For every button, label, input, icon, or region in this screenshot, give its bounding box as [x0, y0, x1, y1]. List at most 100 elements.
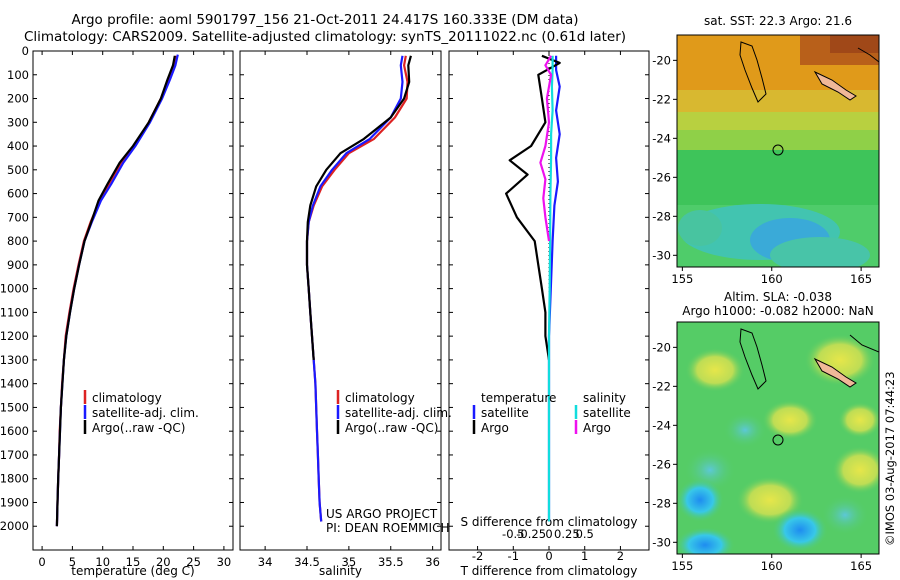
depth-tick-label: 700 [7, 210, 29, 224]
x-tick-label: 34 [258, 555, 273, 569]
map-y-tick-label: -28 [652, 209, 671, 223]
legend-label-climatology: climatology [92, 391, 162, 405]
s-diff-axis-label: S difference from climatology [461, 515, 638, 529]
legend-label-satellite: satellite-adj. clim. [345, 406, 452, 420]
series-temperature-argo [505, 54, 561, 361]
sla-map-image [677, 322, 879, 554]
legend-label-t-argo: Argo [481, 421, 509, 435]
map-y-tick-label: -26 [652, 457, 671, 471]
depth-tick-label: 1700 [0, 448, 29, 462]
s-diff-tick-label: -0.25 [516, 527, 546, 541]
map-y-tick-label: -30 [652, 248, 671, 262]
x-tick-label: 36 [425, 555, 440, 569]
temperature-legend: climatology satellite-adj. clim. Argo(..… [83, 390, 199, 435]
t-diff-tick-label: 1 [581, 549, 588, 563]
legend-label-argo: Argo(..raw -QC) [92, 421, 185, 435]
depth-tick-label: 900 [7, 258, 29, 272]
s-diff-tick-label: 0 [545, 527, 552, 541]
x-axis-label: temperature (deg C) [71, 564, 194, 578]
map-y-tick-label: -20 [652, 340, 671, 354]
series-argo-raw-qc [55, 55, 176, 527]
map-x-tick-label: 165 [850, 559, 872, 573]
depth-tick-label: 1600 [0, 424, 29, 438]
t-diff-axis-label: T difference from climatology [460, 564, 638, 578]
legend-label-climatology: climatology [345, 391, 415, 405]
difference-legend: temperature salinity satellite Argo sate… [472, 391, 631, 435]
x-tick-label: 0 [38, 555, 45, 569]
temperature-panel-frame [32, 50, 234, 551]
depth-tick-label: 500 [7, 163, 29, 177]
s-diff-tick-label: 0.5 [576, 527, 594, 541]
credit-text: ©IMOS 03-Aug-2017 07:44:23 [883, 371, 897, 546]
sst-map-title: sat. SST: 22.3 Argo: 21.6 [704, 14, 852, 28]
legend-label-t-satellite: satellite [481, 406, 529, 420]
x-tick-label: 10 [95, 555, 110, 569]
series-satellite-adj-clim [55, 54, 179, 527]
depth-tick-label: 1100 [0, 305, 29, 319]
map-y-tick-label: -24 [652, 418, 671, 432]
t-diff-tick-label: -1 [508, 549, 519, 563]
s-diff-tick-label: -0.5 [502, 527, 524, 541]
figure-title-line1: Argo profile: aoml 5901797_156 21-Oct-20… [71, 12, 579, 28]
depth-tick-label: 1200 [0, 329, 29, 343]
map-y-tick-label: -24 [652, 131, 671, 145]
sla-map-frame [676, 321, 880, 555]
x-tick-label: 20 [156, 555, 171, 569]
map-x-tick-label: 165 [850, 272, 872, 286]
x-tick-label: 34.5 [294, 555, 320, 569]
x-axis-label: salinity [319, 564, 362, 578]
t-diff-tick-label: 2 [617, 549, 624, 563]
s-diff-tick-label: 0.25 [554, 527, 580, 541]
x-tick-label: 15 [126, 555, 141, 569]
figure-title-line2: Climatology: CARS2009. Satellite-adjuste… [23, 29, 627, 45]
depth-tick-label: 1900 [0, 495, 29, 509]
map-x-tick-label: 160 [761, 272, 783, 286]
legend-heading-salinity: salinity [583, 391, 626, 405]
t-diff-tick-label: 0 [545, 549, 552, 563]
x-tick-label: 35 [342, 555, 357, 569]
map-y-tick-label: -22 [652, 379, 671, 393]
legend-heading-temperature: temperature [481, 391, 556, 405]
depth-tick-label: 100 [7, 68, 29, 82]
map-y-tick-label: -30 [652, 535, 671, 549]
legend-label-satellite: satellite-adj. clim. [92, 406, 199, 420]
project-name: US ARGO PROJECT [326, 507, 438, 521]
sla-map-title-line1: Altim. SLA: -0.038 [724, 290, 832, 304]
map-y-tick-label: -26 [652, 170, 671, 184]
x-tick-label: 25 [186, 555, 201, 569]
map-y-tick-label: -28 [652, 496, 671, 510]
salinity-legend: climatology satellite-adj. clim. Argo(..… [326, 390, 452, 535]
depth-tick-label: 1000 [0, 282, 29, 296]
depth-tick-label: 800 [7, 234, 29, 248]
x-tick-label: 30 [217, 555, 232, 569]
depth-tick-label: 300 [7, 115, 29, 129]
depth-tick-label: 400 [7, 139, 29, 153]
series-climatology [305, 55, 409, 522]
depth-tick-label: 2000 [0, 519, 29, 533]
depth-tick-label: 200 [7, 92, 29, 106]
t-diff-tick-label: -2 [472, 549, 483, 563]
depth-tick-label: 0 [22, 44, 29, 58]
depth-tick-label: 1800 [0, 472, 29, 486]
salinity-panel-frame [239, 50, 442, 551]
depth-tick-label: 1500 [0, 400, 29, 414]
x-tick-label: 35.5 [378, 555, 404, 569]
depth-tick-label: 600 [7, 187, 29, 201]
x-tick-label: 5 [69, 555, 76, 569]
sst-map-image [677, 35, 879, 267]
legend-label-s-argo: Argo [583, 421, 611, 435]
depth-tick-label: 1300 [0, 353, 29, 367]
map-x-tick-label: 160 [761, 559, 783, 573]
legend-label-argo: Argo(..raw -QC) [345, 421, 438, 435]
project-pi: PI: DEAN ROEMMICH [326, 521, 449, 535]
map-x-tick-label: 155 [671, 559, 693, 573]
depth-tick-label: 1400 [0, 377, 29, 391]
series-salinity-argo [539, 55, 553, 242]
series-salinity-satellite [547, 55, 554, 522]
map-y-tick-label: -22 [652, 92, 671, 106]
sla-map-title-line2: Argo h1000: -0.082 h2000: NaN [682, 304, 874, 318]
map-x-tick-label: 155 [671, 272, 693, 286]
map-y-tick-label: -20 [652, 53, 671, 67]
sst-map-frame [676, 34, 880, 268]
